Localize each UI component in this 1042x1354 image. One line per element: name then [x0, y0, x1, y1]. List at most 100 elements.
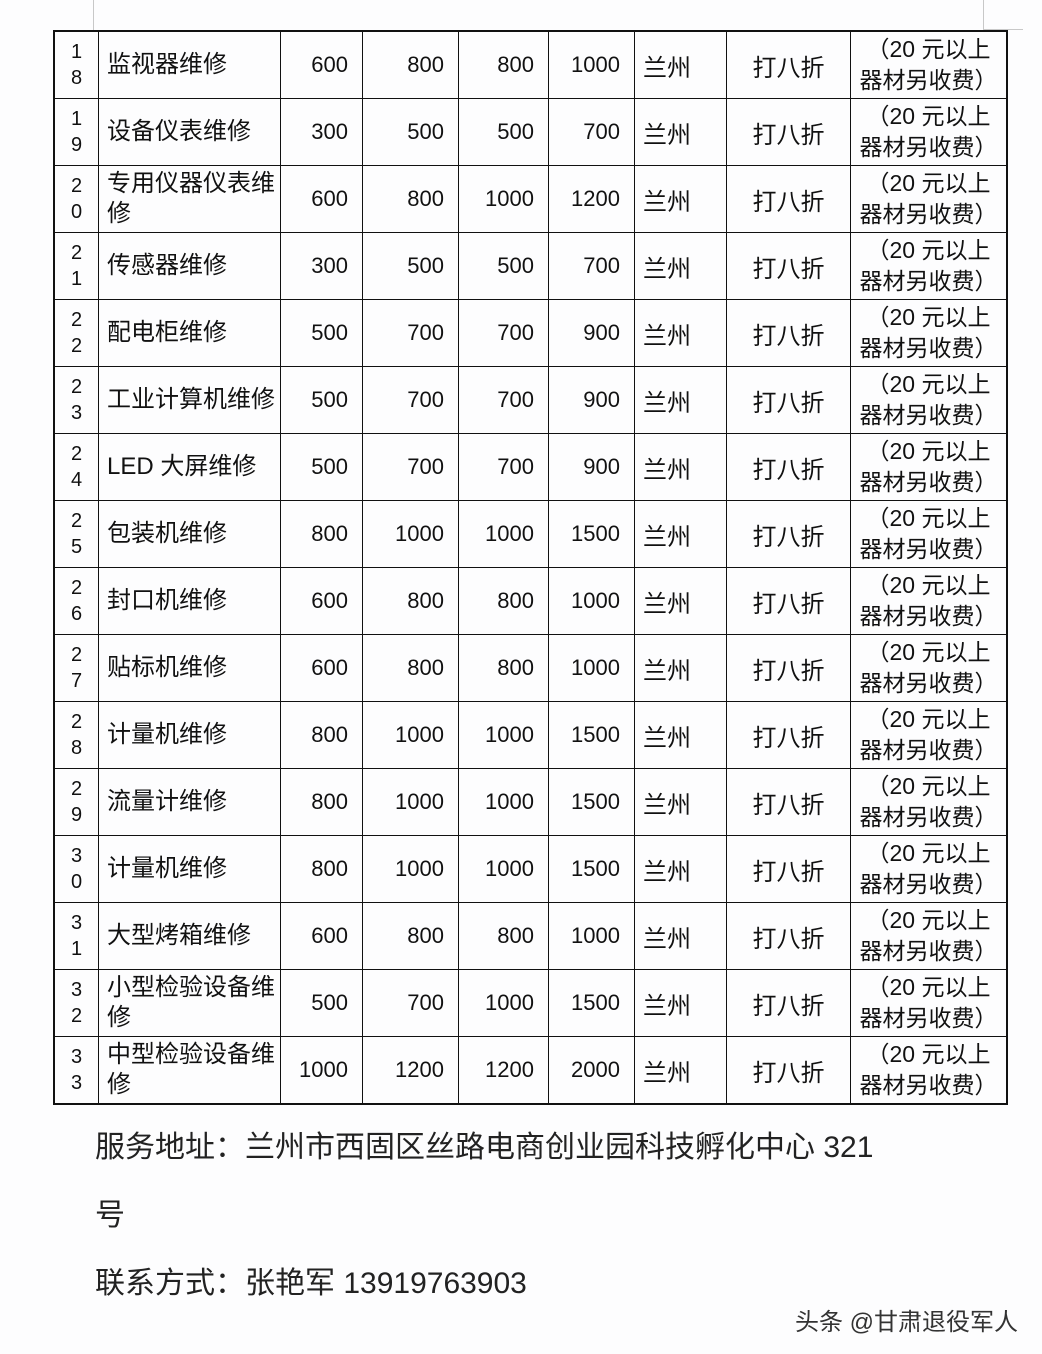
price-2: 1000 — [362, 768, 459, 836]
note-note-line2: 器材另收费） — [859, 335, 998, 361]
city: 兰州 — [634, 1036, 727, 1105]
price-3: 1000 — [458, 500, 549, 568]
discount: 打八折 — [726, 902, 851, 970]
price-1: 600 — [280, 165, 363, 233]
note-note-line2: 器材另收费） — [859, 670, 998, 696]
address-line-2: 号 — [95, 1199, 125, 1232]
note-note-line2: 器材另收费） — [859, 402, 998, 428]
city: 兰州 — [634, 567, 727, 635]
price-4: 1000 — [548, 30, 635, 99]
city: 兰州 — [634, 500, 727, 568]
service-name: 计量机维修 — [98, 701, 281, 769]
city: 兰州 — [634, 701, 727, 769]
price-1: 500 — [280, 969, 363, 1037]
price-4: 1500 — [548, 835, 635, 903]
note: （20 元以上 器材另收费） — [850, 634, 1008, 702]
note-note-line1: （20 元以上 — [866, 103, 991, 129]
note-note-line2: 器材另收费） — [859, 804, 998, 830]
note-note-line2: 器材另收费） — [859, 1005, 998, 1031]
price-2: 700 — [362, 969, 459, 1037]
discount: 打八折 — [726, 30, 851, 99]
discount: 打八折 — [726, 701, 851, 769]
price-2: 800 — [362, 902, 459, 970]
discount: 打八折 — [726, 969, 851, 1037]
note-note-line1: （20 元以上 — [866, 1041, 991, 1067]
table-row: 2 2 配电柜维修 500 700 700 900 兰州 打八折 （20 元以上 器材另收费） — [53, 299, 1008, 367]
note-note-line1: （20 元以上 — [866, 572, 991, 598]
price-2: 800 — [362, 567, 459, 635]
table-row: 2 7 贴标机维修 600 800 800 1000 兰州 打八折 （20 元以上 器材另收费） — [53, 634, 1008, 702]
price-3: 1000 — [458, 701, 549, 769]
discount: 打八折 — [726, 299, 851, 367]
city: 兰州 — [634, 30, 727, 99]
note-note-line2: 器材另收费） — [859, 469, 998, 495]
price-1: 800 — [280, 701, 363, 769]
price-1: 500 — [280, 433, 363, 501]
price-1: 500 — [280, 299, 363, 367]
city: 兰州 — [634, 165, 727, 233]
price-4: 1500 — [548, 969, 635, 1037]
note-note-line1: （20 元以上 — [866, 237, 991, 263]
discount: 打八折 — [726, 634, 851, 702]
price-3: 700 — [458, 433, 549, 501]
table-row: 3 1 大型烤箱维修 600 800 800 1000 兰州 打八折 （20 元以上 器材另收费） — [53, 902, 1008, 970]
table-row: 1 9 设备仪表维修 300 500 500 700 兰州 打八折 （20 元以上 器材另收费） — [53, 98, 1008, 166]
service-name: 包装机维修 — [98, 500, 281, 568]
discount: 打八折 — [726, 165, 851, 233]
table-row: 2 0 专用仪器仪表维修 600 800 1000 1200 兰州 打八折 （20 元以上 器材另收… — [53, 165, 1008, 233]
service-name: 配电柜维修 — [98, 299, 281, 367]
service-name: 传感器维修 — [98, 232, 281, 300]
table-row: 2 1 传感器维修 300 500 500 700 兰州 打八折 （20 元以上 器材另收费） — [53, 232, 1008, 300]
note: （20 元以上 器材另收费） — [850, 30, 1008, 99]
note-note-line1: （20 元以上 — [866, 840, 991, 866]
service-name: 监视器维修 — [98, 30, 281, 99]
price-3: 1000 — [458, 768, 549, 836]
price-3: 1000 — [458, 835, 549, 903]
discount: 打八折 — [726, 567, 851, 635]
note-note-line1: （20 元以上 — [866, 773, 991, 799]
table-row: 1 8 监视器维修 600 800 800 1000 兰州 打八折 （20 元以上 器材另收费） — [53, 30, 1008, 99]
service-name: 中型检验设备维修 — [98, 1036, 281, 1105]
discount: 打八折 — [726, 835, 851, 903]
price-3: 700 — [458, 366, 549, 434]
service-name: LED 大屏维修 — [98, 433, 281, 501]
note-note-line2: 器材另收费） — [859, 67, 998, 93]
price-2: 700 — [362, 299, 459, 367]
price-1: 600 — [280, 30, 363, 99]
price-1: 600 — [280, 902, 363, 970]
price-3: 700 — [458, 299, 549, 367]
note-note-line1: （20 元以上 — [866, 438, 991, 464]
table-row: 3 3 中型检验设备维修 1000 1200 1200 2000 兰州 打八折 （20 元以上 器材… — [53, 1036, 1008, 1105]
note-note-line2: 器材另收费） — [859, 603, 998, 629]
note-note-line1: （20 元以上 — [866, 371, 991, 397]
page-margin-mark-left — [93, 0, 94, 30]
note-note-line2: 器材另收费） — [859, 938, 998, 964]
page-margin-mark-horizontal — [983, 29, 1023, 30]
note-note-line1: （20 元以上 — [866, 304, 991, 330]
note-note-line2: 器材另收费） — [859, 201, 998, 227]
note: （20 元以上 器材另收费） — [850, 366, 1008, 434]
service-name: 计量机维修 — [98, 835, 281, 903]
price-1: 500 — [280, 366, 363, 434]
price-2: 800 — [362, 165, 459, 233]
city: 兰州 — [634, 433, 727, 501]
note: （20 元以上 器材另收费） — [850, 835, 1008, 903]
price-2: 800 — [362, 30, 459, 99]
note: （20 元以上 器材另收费） — [850, 232, 1008, 300]
service-name: 小型检验设备维修 — [98, 969, 281, 1037]
note-note-line1: （20 元以上 — [866, 170, 991, 196]
note: （20 元以上 器材另收费） — [850, 567, 1008, 635]
city: 兰州 — [634, 366, 727, 434]
note-note-line1: （20 元以上 — [866, 36, 991, 62]
table-row: 2 5 包装机维修 800 1000 1000 1500 兰州 打八折 （20 元以上 器材另收费） — [53, 500, 1008, 568]
